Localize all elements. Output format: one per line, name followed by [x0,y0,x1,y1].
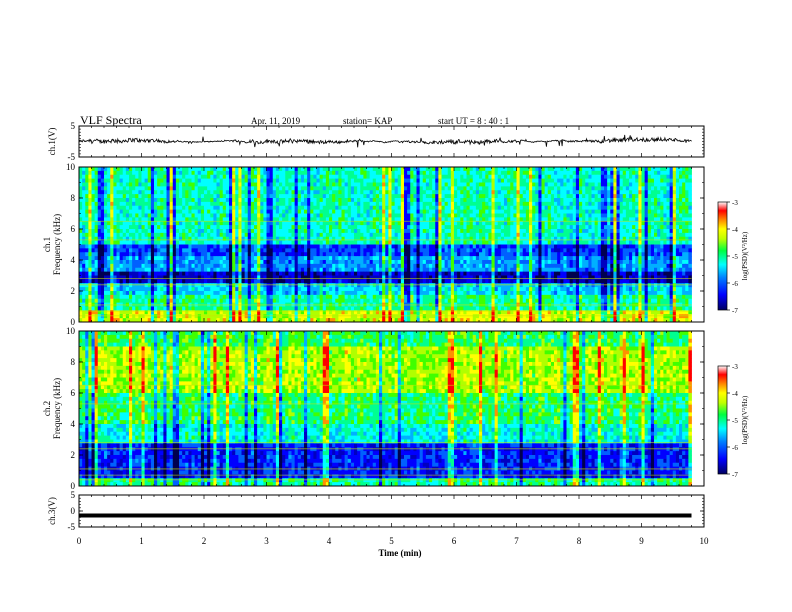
ch1-tick-label: -5 [68,152,76,162]
ch2-spectrogram-tick-label: 0 [71,481,76,491]
colorbar-tick-label: -4 [732,390,738,398]
ch2-colorbar: -3 -4 -5 -6 -7 log(PSD)(V²/Hz) [717,363,749,479]
ch1-spectrogram-tick-label: 0 [71,317,76,327]
colorbar-gradient [717,201,728,311]
date-label: Apr. 11, 2019 [251,116,301,126]
x-tick-label: 3 [264,536,269,546]
x-tick-label: 7 [514,536,519,546]
ch2-spectrogram-panel: 0 2 4 6 8 10 ch.2Frequency (kHz) [42,326,705,491]
ch2-spectrogram-tick-label: 2 [71,450,76,460]
x-tick-label: 0 [77,536,82,546]
x-tick-label: 10 [700,536,710,546]
x-tick-label: 8 [577,536,582,546]
colorbar-gradient [717,365,728,475]
colorbar-tick-label: -4 [732,226,738,234]
ch1-spectrogram-tick-label: 2 [71,286,76,296]
start-time-label: start UT = 8 : 40 : 1 [438,116,510,126]
ch2-spectrogram-tick-label: 6 [71,388,76,398]
colorbar-label: log(PSD)(V²/Hz) [741,395,749,444]
station-label: station= KAP [343,116,393,126]
colorbar-tick-label: -3 [732,363,738,371]
colorbar-tick-label: -6 [732,444,738,452]
ch1-spectrogram-tick-label: 4 [71,255,76,265]
colorbar-tick-label: -3 [732,199,738,207]
x-tick-label: 4 [327,536,332,546]
ch2-spectrogram-cells [79,331,704,487]
ch1-tick-label: 5 [71,121,76,131]
ch1-spectrogram-tick-label: 8 [71,193,76,203]
x-axis-label: Time (min) [378,548,421,558]
time-axis: 0 1 2 3 4 5 6 7 8 9 10 [77,536,709,546]
x-tick-label: 2 [202,536,207,546]
x-tick-label: 1 [139,536,144,546]
figure-title: VLF Spectra [80,113,142,127]
ch1-spectrogram-ylabel: ch.1Frequency (kHz) [42,214,62,275]
colorbar-tick-label: -6 [732,280,738,288]
colorbar-tick-label: -5 [732,253,738,261]
colorbar-tick-label: -7 [732,307,738,315]
ch1-spectrogram-tick-label: 10 [66,162,76,172]
ch1-waveform-line [78,134,692,148]
ch1-waveform-panel: 5 -5 ch.1(V) [47,121,705,162]
colorbar-label: log(PSD)(V²/Hz) [741,231,749,280]
ch3-ylabel: ch.3(V) [47,497,57,525]
x-tick-label: 5 [389,536,394,546]
x-tick-label: 6 [452,536,457,546]
ch2-spectrogram-ylabel: ch.2Frequency (kHz) [42,378,62,439]
colorbar-tick-label: -5 [732,417,738,425]
ch1-spectrogram-tick-label: 6 [71,224,76,234]
ch1-colorbar: -3 -4 -5 -6 -7 log(PSD)(V²/Hz) [717,199,749,315]
ch1-ylabel: ch.1(V) [47,128,57,156]
ch2-spectrogram-tick-label: 10 [66,326,76,336]
ch3-tick-label: -5 [68,522,76,532]
ch2-spectrogram-tick-label: 4 [71,419,76,429]
ch3-waveform-panel: 5 0 -5 ch.3(V) [47,490,705,532]
ch3-tick-label: 0 [71,506,76,516]
ch3-tick-label: 5 [71,490,76,500]
colorbar-tick-label: -7 [732,471,738,479]
ch1-spectrogram-cells [79,167,704,323]
x-tick-label: 9 [639,536,644,546]
ch3-frame [78,494,705,528]
ch1-spectrogram-panel: 0 2 4 6 8 10 ch.1Frequency (kHz) [42,162,705,327]
ch2-spectrogram-tick-label: 8 [71,357,76,367]
